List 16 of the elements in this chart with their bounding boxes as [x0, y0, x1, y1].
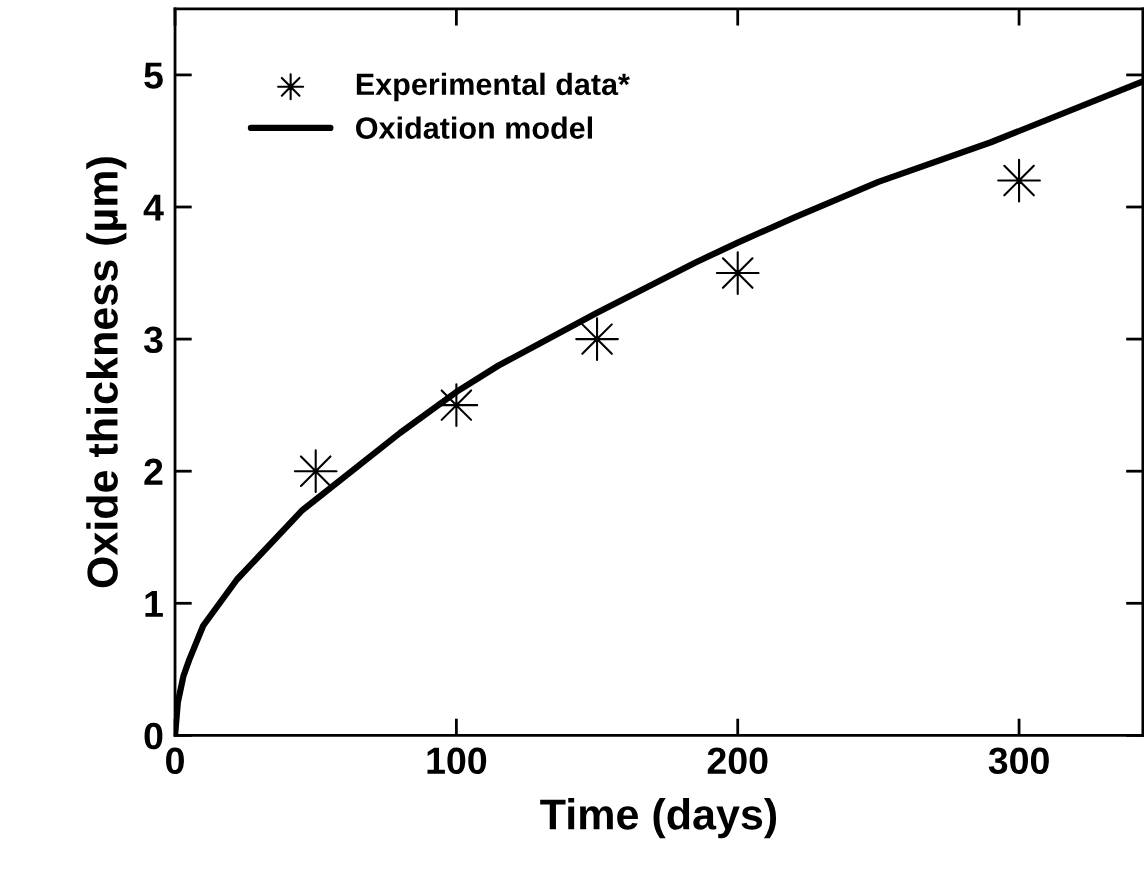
legend-label: Experimental data* [356, 72, 630, 102]
x-axis-title: Time (days) [540, 798, 777, 839]
y-axis-title: Oxide thickness (µm) [86, 157, 127, 588]
y-tick-label: 1 [145, 591, 163, 617]
y-tick-label: 5 [144, 62, 163, 89]
y-tick-label: 3 [143, 326, 163, 354]
y-tick-label: 0 [144, 722, 163, 750]
point [575, 317, 619, 361]
x-tick-label: 0 [166, 747, 184, 775]
point [715, 251, 760, 295]
x-tick-label: 100 [427, 747, 487, 775]
legend-label: Oxidation model [356, 116, 593, 139]
x-tick-label: 300 [988, 747, 1049, 775]
y-tick-label: 4 [143, 194, 164, 221]
y-tick-label: 2 [144, 458, 163, 485]
x-tick-label: 200 [707, 747, 768, 775]
